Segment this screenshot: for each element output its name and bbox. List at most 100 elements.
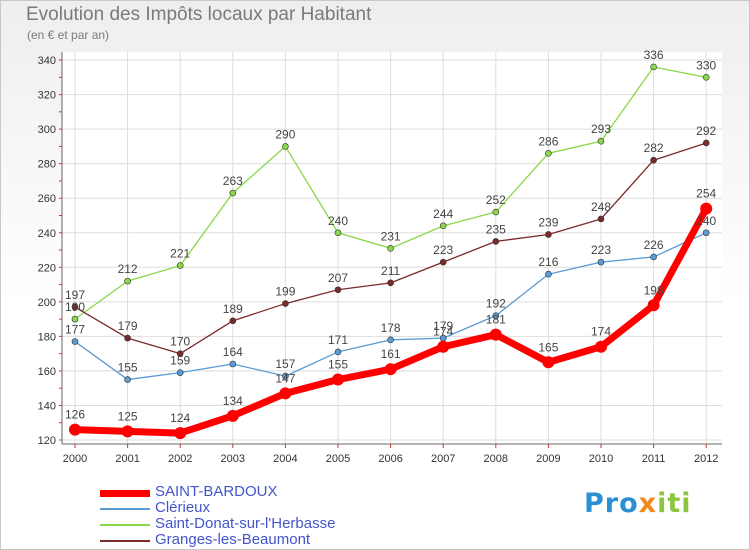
data-label: 199 (275, 285, 295, 299)
data-point-clerieux (650, 253, 657, 261)
legend-swatch (100, 540, 150, 542)
data-point-saint-donat-sur-l-herbasse (176, 262, 184, 269)
legend-label: Clérieux (155, 499, 211, 516)
data-label: 161 (381, 347, 401, 361)
data-label: 164 (223, 345, 243, 359)
data-point-clerieux (492, 312, 500, 319)
data-label: 174 (433, 325, 453, 339)
data-label: 244 (433, 207, 453, 221)
data-label: 212 (118, 262, 138, 276)
data-label: 177 (65, 323, 85, 337)
data-label: 190 (65, 300, 85, 314)
data-label: 221 (170, 247, 190, 261)
data-point-granges-les-beaumont (282, 300, 289, 307)
data-point-granges-les-beaumont (702, 139, 710, 147)
data-point-clerieux (597, 258, 605, 266)
series-layer (69, 63, 713, 440)
data-label: 174 (591, 325, 611, 339)
data-point-granges-les-beaumont (650, 156, 657, 164)
data-point-saint-donat-sur-l-herbasse (334, 229, 342, 237)
data-label: 211 (381, 264, 400, 278)
data-point-granges-les-beaumont (176, 350, 184, 357)
data-label: 178 (381, 321, 401, 335)
data-label: 240 (696, 214, 716, 228)
data-label: 181 (486, 313, 506, 327)
data-point-saint-bardoux (121, 425, 134, 438)
data-point-granges-les-beaumont (387, 279, 394, 287)
data-point-saint-donat-sur-l-herbasse (124, 277, 131, 285)
y-tick-label: 320 (38, 90, 56, 102)
data-point-clerieux (71, 338, 79, 345)
y-tick-label: 120 (38, 435, 56, 447)
data-label: 282 (644, 141, 664, 155)
data-point-granges-les-beaumont (71, 303, 79, 311)
data-label: 165 (538, 340, 558, 354)
data-label: 126 (65, 408, 85, 422)
data-label: 336 (644, 48, 664, 62)
data-label: 239 (538, 215, 558, 229)
data-label: 125 (118, 409, 138, 423)
data-point-saint-donat-sur-l-herbasse (492, 208, 500, 216)
data-point-saint-donat-sur-l-herbasse (439, 222, 447, 230)
legend-swatch (100, 508, 150, 510)
y-tick-label: 180 (38, 331, 56, 343)
y-tick-label: 240 (38, 228, 56, 240)
x-tick-label: 2004 (273, 453, 297, 465)
data-point-granges-les-beaumont (545, 231, 552, 238)
data-label: 263 (223, 174, 243, 188)
data-point-saint-donat-sur-l-herbasse (702, 74, 710, 81)
x-tick-label: 2012 (694, 453, 718, 465)
y-tick-label: 340 (38, 55, 56, 67)
data-point-clerieux (387, 336, 394, 344)
data-labels: 126 125 124 134 147 155 161 174 181 165 174 198 254 1… (65, 48, 717, 425)
x-tick-label: 2008 (484, 453, 508, 465)
y-tick-label: 160 (38, 366, 56, 378)
data-point-saint-donat-sur-l-herbasse (650, 63, 657, 71)
data-label: 254 (696, 187, 716, 201)
data-label: 124 (170, 411, 190, 425)
data-point-granges-les-beaumont (597, 215, 605, 223)
data-label: 197 (65, 288, 85, 302)
data-point-saint-donat-sur-l-herbasse (282, 143, 289, 150)
data-point-saint-bardoux (69, 423, 81, 436)
data-label: 286 (538, 134, 558, 148)
data-label: 159 (170, 354, 190, 368)
x-tick-label: 2002 (168, 453, 192, 465)
y-tick-label: 220 (38, 262, 56, 274)
data-label: 231 (381, 229, 401, 243)
data-point-saint-donat-sur-l-herbasse (71, 315, 79, 323)
data-label: 216 (538, 255, 558, 269)
legend-label: Granges-les-Beaumont (155, 531, 311, 548)
data-label: 192 (486, 297, 506, 311)
data-point-saint-bardoux (384, 363, 397, 376)
data-point-saint-donat-sur-l-herbasse (597, 137, 605, 145)
data-label: 198 (644, 283, 664, 297)
data-point-saint-donat-sur-l-herbasse (545, 150, 552, 157)
data-label: 252 (486, 193, 506, 207)
data-point-clerieux (229, 360, 237, 368)
data-label: 207 (328, 271, 348, 285)
axes: 120 140 160 180 200 220 240 260 280 300 320 340 2000… (38, 52, 722, 465)
data-point-clerieux (334, 348, 342, 356)
brand-logo-part: iti (657, 488, 692, 519)
y-tick-label: 200 (38, 297, 56, 309)
data-point-granges-les-beaumont (439, 258, 447, 266)
data-label: 189 (223, 302, 243, 316)
data-label: 147 (275, 371, 295, 385)
data-point-granges-les-beaumont (334, 286, 342, 294)
data-label: 171 (328, 333, 348, 347)
legend-swatch (100, 490, 150, 497)
data-label: 157 (275, 357, 295, 371)
x-tick-label: 2011 (642, 453, 666, 465)
data-point-saint-donat-sur-l-herbasse (387, 245, 394, 252)
data-label: 292 (696, 124, 716, 138)
data-point-saint-donat-sur-l-herbasse (229, 189, 237, 197)
data-point-clerieux (176, 369, 184, 376)
data-point-saint-bardoux (279, 387, 292, 400)
data-point-clerieux (702, 229, 710, 237)
data-point-saint-bardoux (489, 328, 502, 341)
brand-logo-part: Pro (584, 488, 639, 519)
x-tick-label: 2003 (221, 453, 245, 465)
data-point-clerieux (282, 372, 289, 380)
